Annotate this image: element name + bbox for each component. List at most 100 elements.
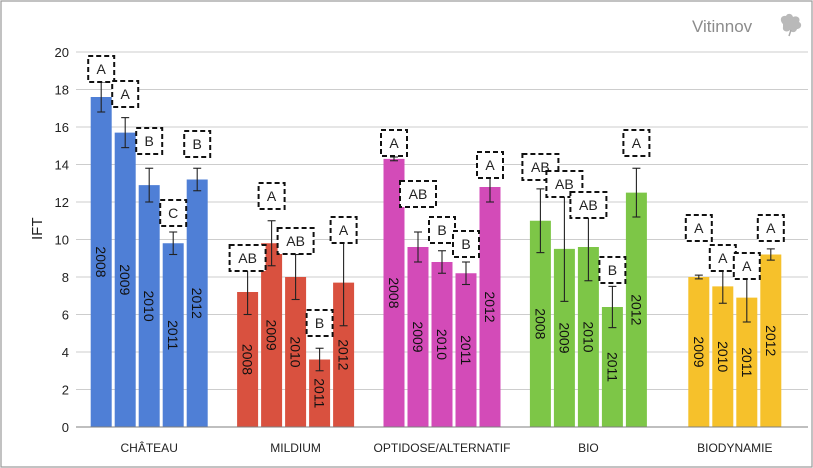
letter-box-frame — [305, 309, 334, 337]
year-label: 2010 — [580, 321, 596, 352]
letter-box-frame — [380, 129, 408, 157]
y-tick-label: 6 — [62, 308, 69, 323]
bar — [407, 247, 429, 427]
year-labels: 2008 2009 2010 2011 2012 2008 2009 2010 2011 2012… — [93, 246, 779, 408]
y-tick-label: 16 — [55, 120, 69, 135]
bar — [285, 277, 307, 427]
significance-letter: B — [437, 222, 446, 238]
letter-box-frame — [135, 127, 164, 155]
bar — [309, 359, 331, 427]
bar — [333, 282, 355, 427]
year-label: 2011 — [312, 378, 328, 408]
significance-letter-box: B — [305, 309, 334, 337]
letter-box-frame — [708, 244, 737, 272]
significance-letter: A — [97, 61, 107, 77]
bar — [577, 247, 599, 427]
letter-box-frame — [111, 80, 140, 108]
error-bar — [536, 188, 545, 254]
error-bar — [267, 220, 276, 267]
significance-letter: A — [339, 222, 349, 238]
error-bar — [169, 231, 178, 256]
year-label: 2008 — [386, 277, 402, 308]
year-label: 2011 — [165, 320, 181, 350]
letter-box-frame — [399, 180, 437, 208]
letter-box-frame — [684, 214, 713, 242]
year-label: 2010 — [715, 341, 731, 372]
year-label: 2009 — [117, 264, 133, 295]
significance-letter-box: B — [428, 216, 456, 244]
y-tick-label: 20 — [55, 45, 69, 60]
brand-name: Vitinnov — [692, 17, 753, 36]
significance-letter-box: A — [732, 252, 761, 280]
significance-letter: AB — [238, 250, 257, 266]
error-bar — [694, 274, 703, 280]
significance-letter: AB — [579, 197, 598, 213]
letter-box-frame — [87, 55, 116, 83]
significance-letter: A — [121, 86, 131, 102]
year-label: 2012 — [763, 325, 779, 356]
significance-letter-box: B — [598, 256, 627, 284]
bar — [479, 187, 501, 427]
y-tick-labels: 0 2 4 6 8 10 12 14 16 18 20 — [55, 45, 69, 435]
error-bar — [121, 117, 130, 149]
bar — [90, 97, 112, 427]
significance-letter: AB — [409, 186, 428, 202]
bar — [601, 307, 623, 427]
bar — [186, 179, 208, 427]
year-label: 2009 — [264, 320, 280, 351]
significance-letter-box: A — [329, 216, 358, 244]
significance-letter: B — [461, 236, 470, 252]
y-axis-label: IFT — [29, 218, 46, 241]
significance-letter-box: A — [380, 129, 408, 157]
letter-box-frame — [276, 227, 315, 255]
significance-letter: A — [485, 157, 495, 173]
significance-letter-box: A — [257, 182, 286, 210]
category-label: MILDIUM — [270, 441, 321, 455]
significance-letter-box: C — [159, 199, 188, 227]
error-bar — [462, 261, 470, 286]
significance-letter-box: A — [476, 151, 504, 179]
letter-box-frame — [257, 182, 286, 210]
bar — [431, 262, 453, 427]
significance-letter-box: A — [622, 129, 651, 157]
category-label: CHÂTEAU — [121, 440, 178, 455]
error-bar — [145, 167, 154, 203]
y-tick-label: 14 — [55, 158, 69, 173]
significance-letter-box: B — [183, 130, 212, 158]
year-label: 2008 — [532, 308, 548, 339]
year-label: 2010 — [141, 290, 157, 321]
y-tick-label: 4 — [62, 345, 69, 360]
bar — [712, 286, 734, 427]
bar — [237, 292, 259, 427]
category-label: BIODYNAMIE — [697, 441, 772, 455]
significance-letter-box: B — [452, 230, 480, 258]
y-tick-label: 18 — [55, 83, 69, 98]
year-label: 2011 — [739, 347, 755, 377]
letter-box-frame — [452, 230, 480, 258]
bar — [625, 192, 647, 427]
letter-box-frame — [228, 244, 267, 272]
significance-letter-box: A — [87, 55, 116, 83]
year-label: 2010 — [288, 336, 304, 367]
year-label: 2012 — [482, 291, 498, 322]
category-label: OPTIDOSE/ALTERNATIF — [374, 441, 511, 455]
error-bar — [632, 167, 641, 218]
bar — [688, 277, 710, 427]
year-label: 2012 — [336, 339, 352, 370]
significance-letter-box: A — [111, 80, 140, 108]
significance-letter-box: A — [684, 214, 713, 242]
significance-letter-box: A — [756, 214, 785, 242]
year-label: 2011 — [458, 335, 474, 365]
year-label: 2012 — [628, 294, 644, 325]
significance-letter: A — [766, 220, 776, 236]
bars — [90, 97, 782, 427]
significance-letter: C — [168, 205, 178, 221]
significance-letter: B — [145, 133, 154, 149]
letter-box-frame — [159, 199, 188, 227]
error-bar — [438, 250, 446, 274]
bar — [162, 243, 184, 427]
bar — [138, 185, 160, 427]
bar — [736, 297, 758, 427]
